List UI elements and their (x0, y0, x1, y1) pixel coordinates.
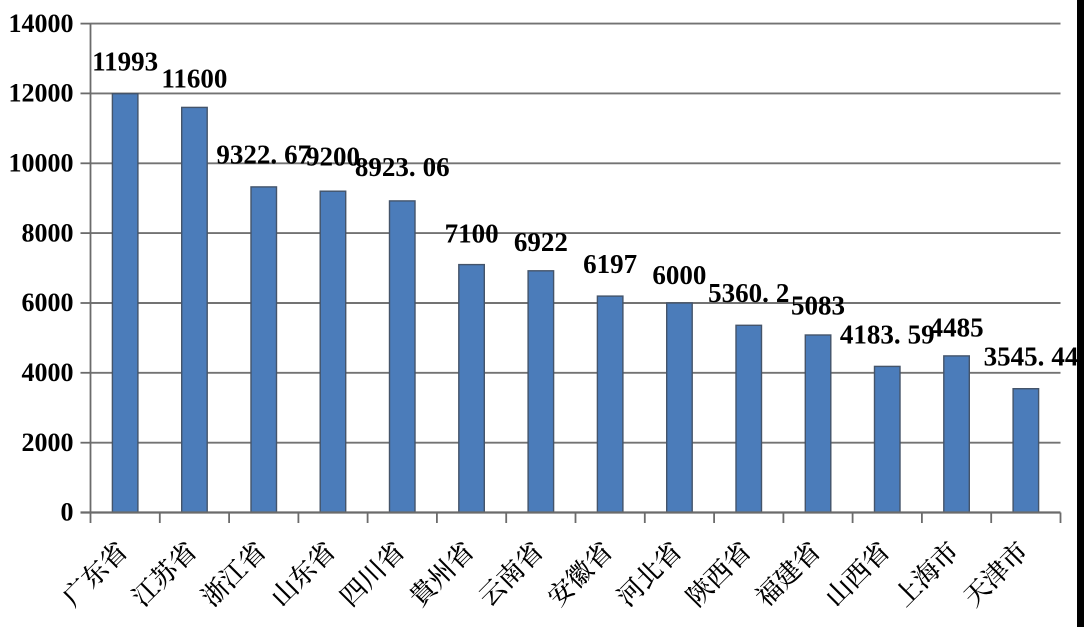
svg-text:10000: 10000 (9, 149, 74, 178)
svg-text:6000: 6000 (22, 288, 74, 317)
svg-text:8923.06: 8923. 06 (355, 152, 450, 182)
svg-text:11600: 11600 (161, 63, 227, 93)
svg-text:2000: 2000 (22, 428, 74, 457)
svg-text:9200: 9200 (306, 142, 360, 172)
svg-text:4000: 4000 (22, 358, 74, 387)
svg-text:9322.67: 9322. 67 (216, 140, 311, 170)
svg-text:6922: 6922 (514, 227, 568, 257)
svg-text:0: 0 (61, 498, 74, 527)
svg-text:6000: 6000 (652, 260, 706, 290)
svg-text:5360.2: 5360. 2 (708, 278, 789, 308)
svg-text:4485: 4485 (930, 312, 984, 342)
svg-text:4183.59: 4183. 59 (840, 320, 935, 350)
svg-text:3545.44: 3545. 44 (984, 341, 1079, 371)
svg-text:14000: 14000 (9, 9, 74, 38)
svg-text:6197: 6197 (583, 249, 637, 279)
svg-text:12000: 12000 (9, 79, 74, 108)
svg-text:5083: 5083 (791, 291, 845, 321)
svg-text:8000: 8000 (22, 218, 74, 247)
svg-text:11993: 11993 (92, 47, 158, 77)
svg-text:7100: 7100 (445, 219, 499, 249)
